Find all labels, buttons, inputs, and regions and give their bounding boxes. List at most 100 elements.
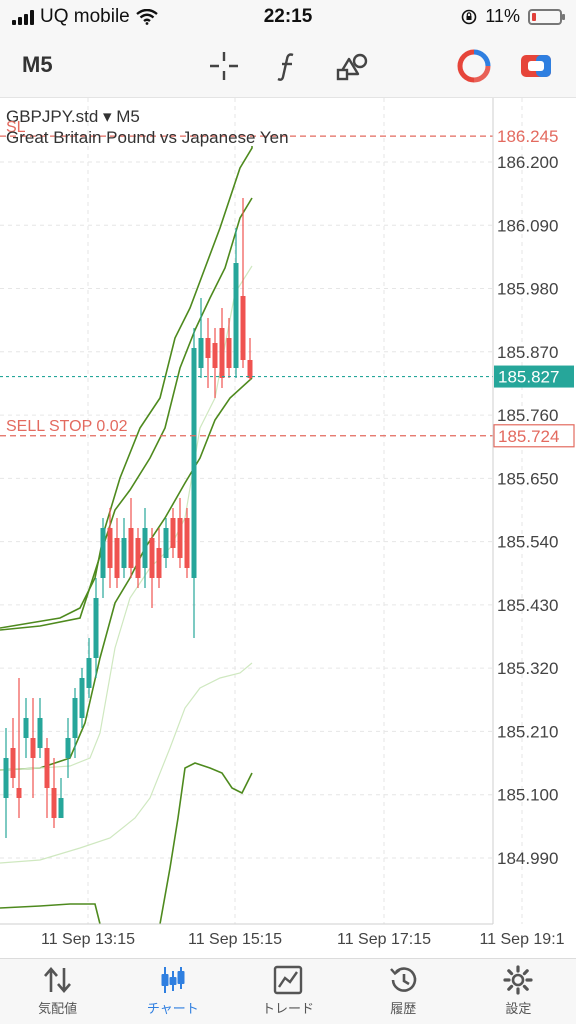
one-click-trading-icon[interactable] [456,48,492,84]
candle-body [100,528,106,578]
bid-price-box [494,365,574,388]
wifi-icon [136,9,158,25]
candle-body [198,338,204,368]
time-tick-label: 11 Sep 17:15 [337,931,431,948]
candle-body [37,718,43,748]
trade-icon [273,965,303,995]
candle-body [149,538,155,578]
candle-body [65,738,71,758]
time-tick-label: 11 Sep 13:15 [41,931,135,948]
time-tick-label: 11 Sep 19:1 [479,931,564,948]
chart-toolbar: M5 [0,34,576,98]
tab-label: トレード [262,1001,315,1016]
cell-signal-icon [12,9,34,25]
chart-icon [161,967,185,993]
price-tick-label: 185.760 [497,406,558,425]
candle-body [93,598,99,658]
candle-body [177,518,183,558]
carrier-group: UQ mobile [12,6,158,28]
candle-body [163,528,169,558]
candle-body [184,518,190,568]
indicator-inner-upper [0,265,253,771]
price-tick-label: 185.980 [497,280,558,299]
price-tick-label: 185.650 [497,469,558,488]
price-tick-label: 184.990 [497,849,558,868]
candle-body [79,678,85,718]
price-tick-label: 186.200 [497,153,558,172]
candle-body [205,338,211,358]
sell-stop-price-label: 185.724 [498,427,559,446]
carrier-name: UQ mobile [40,6,130,27]
candle-body [233,263,239,368]
orientation-lock-icon [461,9,477,24]
candle-body [30,738,36,758]
crosshair-icon[interactable] [206,48,242,84]
indicator-band-upper [0,146,253,629]
price-tick-label: 185.100 [497,786,558,805]
candle-body [191,348,197,578]
quotes-icon [43,967,71,993]
battery-group: 11% [461,6,565,27]
price-tick-label: 185.210 [497,722,558,741]
indicator-band-mid [0,377,253,771]
tab-quotes[interactable]: 気配値 [0,959,115,1024]
candle-body [128,528,134,568]
tab-history[interactable]: 履歴 [346,959,461,1024]
candle-body [114,538,120,578]
function-icon[interactable] [270,48,306,84]
chart-symbol: GBPJPY.std ▾ M5 [6,107,140,126]
tab-settings[interactable]: 設定 [461,959,576,1024]
candle-body [107,528,113,568]
sell-stop-label: SELL STOP 0.02 [6,418,128,435]
candle-body [142,528,148,568]
battery-percent: 11% [485,6,520,26]
tab-trade[interactable]: トレード [230,959,345,1024]
tab-label: 履歴 [390,1001,417,1016]
candle-body [226,338,232,368]
trade-button-icon[interactable] [518,48,554,84]
bottom-tab-bar: 気配値 チャート トレード 履歴 設定 [0,958,576,1024]
tab-label: チャート [146,1001,199,1016]
candle-body [219,328,225,378]
indicator-band-lower [159,762,253,925]
sl-price-label: 186.245 [497,127,558,146]
sell-stop-price-box [493,424,575,448]
tab-chart[interactable]: チャート [115,959,230,1024]
candle-body [3,758,9,798]
candle-body [240,296,246,360]
indicator-band-lower-left [0,903,101,925]
candle-body [44,748,50,788]
timeframe-button[interactable]: M5 [22,52,53,77]
candle-body [23,718,29,738]
candle-body [212,343,218,368]
time-tick-label: 11 Sep 15:15 [188,931,282,948]
price-tick-label: 185.320 [497,659,558,678]
candle-body [121,538,127,568]
settings-icon [503,965,534,995]
status-bar: UQ mobile 22:15 11% [0,0,576,34]
price-chart[interactable]: 186.245 185.724 185.827 186.200 186.090 185.… [0,98,576,958]
candle-body [51,788,57,818]
sl-label: SL [6,119,26,136]
candle-body [58,798,64,818]
candle-body [72,698,78,738]
price-tick-label: 185.870 [497,343,558,362]
objects-icon[interactable] [335,48,371,84]
candle-body [86,658,92,688]
candle-body [16,788,22,798]
clock: 22:15 [263,6,313,27]
candle-body [10,748,16,778]
price-tick-label: 185.540 [497,533,558,552]
chart-canvas[interactable]: 186.245 185.724 185.827 186.200 186.090 185.… [0,98,576,958]
battery-icon [528,8,565,25]
price-tick-label: 186.090 [497,216,558,235]
tab-label: 設定 [505,1001,532,1016]
candle-body [135,538,141,578]
candle-body [170,518,176,548]
tab-label: 気配値 [38,1001,78,1016]
indicator-band-upper-outer [0,197,253,631]
bid-price-label: 185.827 [498,368,559,387]
indicator-inner-lower [0,662,253,864]
symbol-description: Great Britain Pound vs Japanese Yen [6,128,289,147]
candle-body [156,548,162,578]
